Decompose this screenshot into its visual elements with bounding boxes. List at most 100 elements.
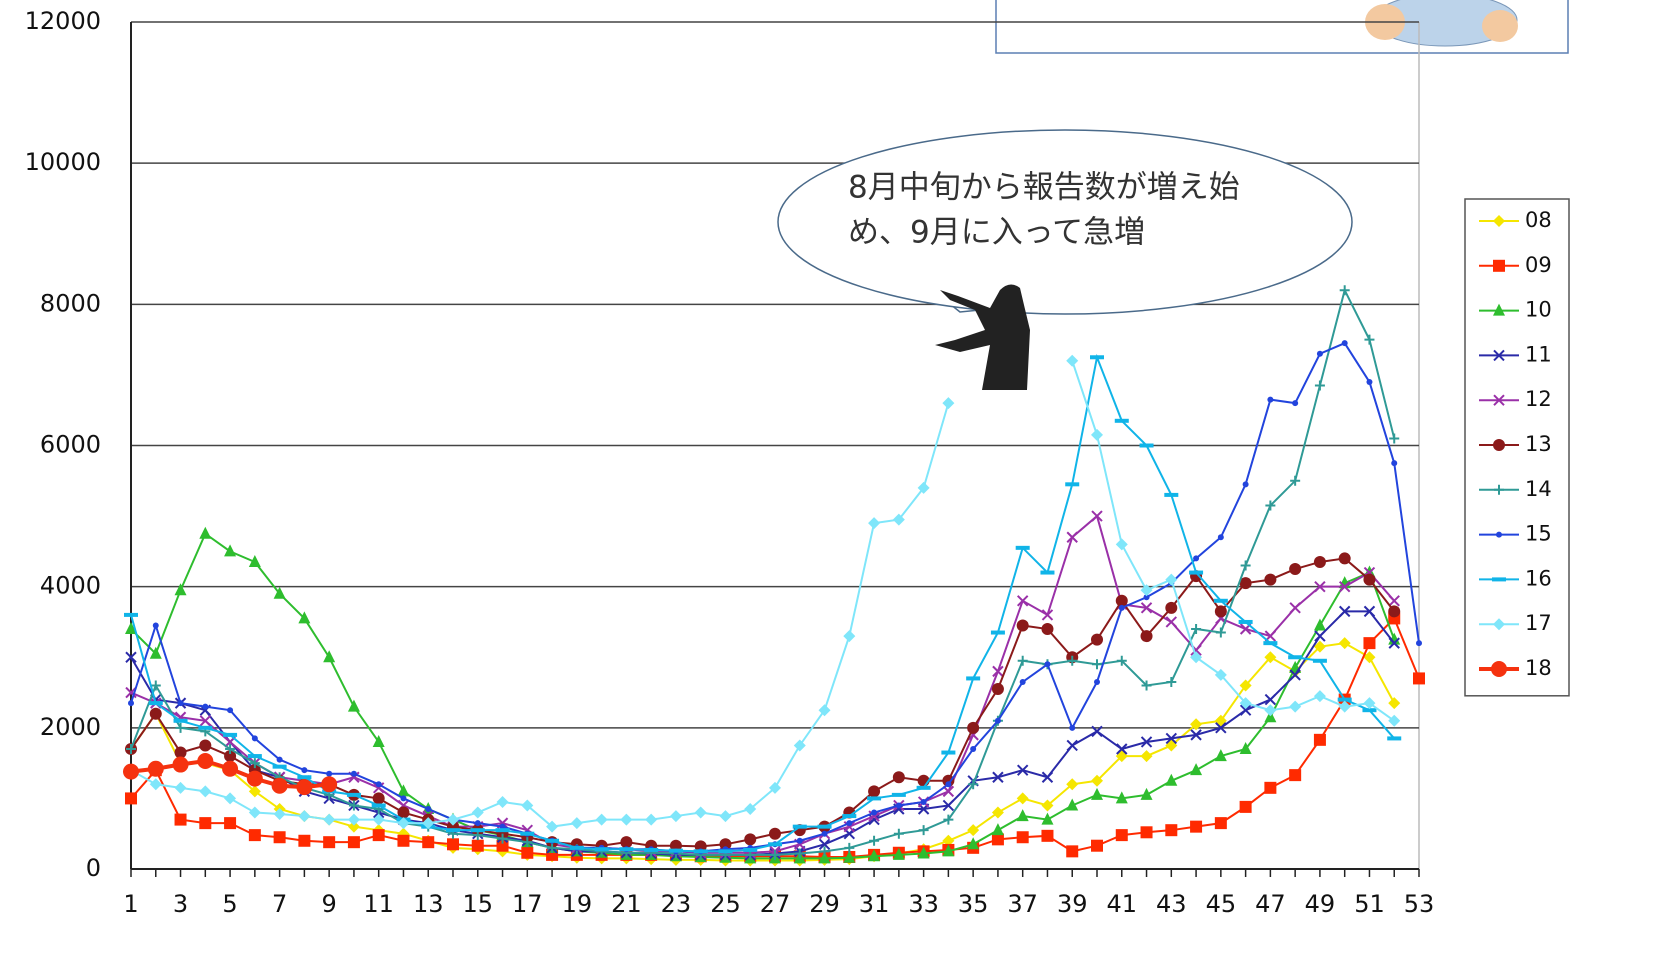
marker xyxy=(1190,820,1203,833)
x-tick-label: 35 xyxy=(958,890,989,918)
marker xyxy=(1190,651,1203,664)
legend-box xyxy=(1464,198,1570,697)
marker xyxy=(1339,285,1350,296)
marker xyxy=(770,849,780,860)
marker xyxy=(128,700,134,707)
series xyxy=(125,605,1400,861)
x-tick-label: 43 xyxy=(1156,890,1187,918)
marker xyxy=(843,850,856,863)
marker xyxy=(917,846,930,859)
marker xyxy=(276,756,283,763)
x-tick-label: 3 xyxy=(173,890,188,918)
marker xyxy=(298,810,311,823)
marker xyxy=(425,806,432,813)
marker xyxy=(1363,605,1376,618)
marker xyxy=(1314,380,1325,391)
marker xyxy=(892,847,905,860)
marker xyxy=(1264,651,1277,664)
marker xyxy=(942,799,955,812)
marker xyxy=(1289,669,1301,681)
marker xyxy=(199,526,212,539)
marker xyxy=(595,813,608,826)
marker xyxy=(522,837,533,848)
marker xyxy=(1493,439,1505,451)
marker xyxy=(1239,577,1252,590)
marker xyxy=(1265,500,1276,511)
marker xyxy=(769,827,781,840)
x-tick-label: 7 xyxy=(272,890,287,918)
marker xyxy=(246,770,263,787)
marker xyxy=(1214,817,1227,830)
marker xyxy=(895,802,902,809)
marker xyxy=(350,770,357,777)
marker xyxy=(1363,573,1376,586)
marker xyxy=(743,847,758,852)
marker xyxy=(224,750,237,763)
marker xyxy=(1166,676,1177,687)
x-tick-label: 1 xyxy=(123,890,138,918)
x-tick-label: 41 xyxy=(1106,890,1137,918)
marker xyxy=(792,824,807,829)
marker xyxy=(1264,573,1277,586)
marker xyxy=(1264,693,1277,706)
marker xyxy=(1363,637,1376,650)
marker xyxy=(619,847,634,852)
marker xyxy=(1193,555,1200,562)
marker xyxy=(372,792,385,805)
x-tick-label: 49 xyxy=(1305,890,1336,918)
marker xyxy=(1044,661,1051,668)
marker xyxy=(1016,619,1029,632)
marker xyxy=(693,849,708,854)
marker xyxy=(1264,704,1277,717)
marker xyxy=(868,813,880,826)
marker xyxy=(1388,637,1400,649)
marker xyxy=(371,803,386,808)
series-line xyxy=(130,287,1396,856)
marker xyxy=(273,586,286,599)
marker xyxy=(149,707,162,720)
x-tick-label: 31 xyxy=(859,890,890,918)
marker xyxy=(249,758,260,769)
marker xyxy=(223,732,238,737)
marker xyxy=(1316,350,1323,357)
marker xyxy=(1016,792,1029,805)
marker xyxy=(1496,531,1502,538)
marker xyxy=(1190,729,1202,741)
marker xyxy=(1164,492,1179,497)
marker xyxy=(202,703,209,710)
marker xyxy=(474,820,481,827)
marker xyxy=(1139,443,1154,448)
legend-label: 18 xyxy=(1525,656,1552,680)
marker xyxy=(842,814,857,819)
marker xyxy=(125,651,137,663)
marker xyxy=(569,845,584,850)
marker xyxy=(1019,678,1026,685)
marker xyxy=(521,799,534,812)
marker xyxy=(844,842,855,853)
x-tick-label: 39 xyxy=(1057,890,1088,918)
marker xyxy=(1017,655,1028,666)
legend-label: 16 xyxy=(1525,566,1552,590)
marker xyxy=(942,785,955,798)
marker xyxy=(126,744,136,755)
series xyxy=(125,526,1401,864)
marker xyxy=(943,814,954,825)
series-line xyxy=(130,642,1396,862)
x-tick-label: 53 xyxy=(1404,890,1435,918)
marker xyxy=(794,848,805,859)
marker xyxy=(1015,545,1030,550)
marker xyxy=(447,838,459,851)
marker xyxy=(326,770,333,777)
marker xyxy=(1240,560,1251,571)
marker xyxy=(152,622,159,629)
marker xyxy=(174,813,187,826)
marker xyxy=(967,837,980,850)
marker xyxy=(769,781,781,794)
marker xyxy=(1313,640,1326,653)
marker xyxy=(496,839,509,852)
marker xyxy=(1416,640,1422,647)
x-tick-label: 25 xyxy=(710,890,741,918)
marker xyxy=(1313,690,1326,703)
marker xyxy=(323,650,336,663)
marker xyxy=(496,795,509,808)
